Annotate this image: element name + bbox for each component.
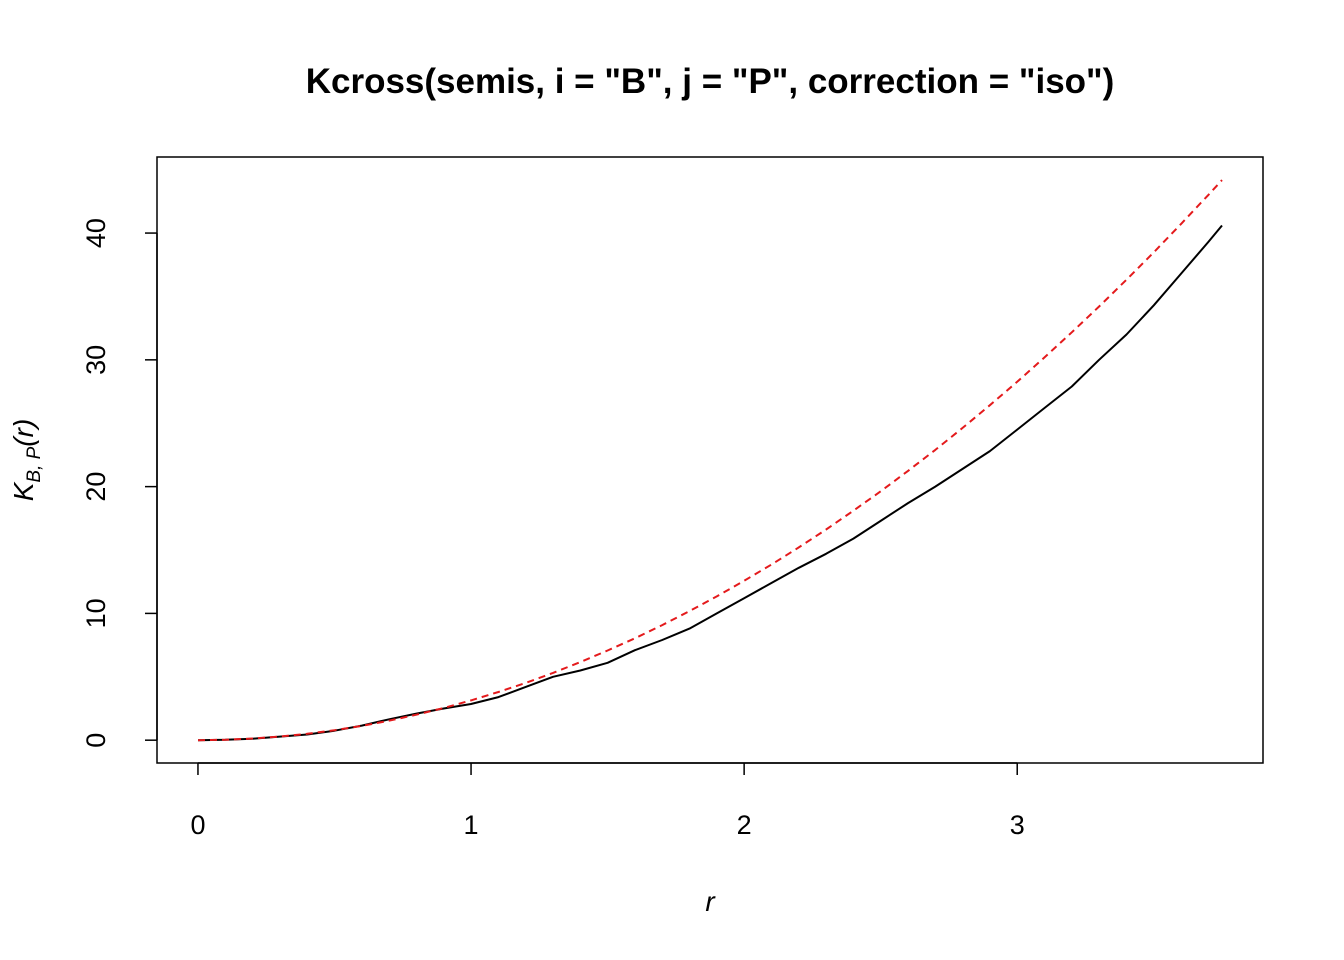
series-layer: [197, 179, 1223, 742]
y-tick-label: 20: [81, 472, 111, 502]
y-tick-label: 40: [81, 218, 111, 248]
y-axis-label-base: K: [8, 481, 39, 501]
series-2-line: [197, 179, 1223, 742]
x-axis: 0 1 2 3: [190, 762, 1025, 840]
y-axis-label-arg: (r): [8, 419, 39, 447]
y-tick-label: 0: [81, 733, 111, 748]
x-tick-label: 3: [1010, 810, 1025, 840]
x-tick-label: 1: [464, 810, 479, 840]
x-axis-label: r: [705, 886, 716, 917]
plot-frame: [156, 156, 1264, 764]
y-tick-label: 30: [81, 345, 111, 375]
series-1-line: [197, 224, 1223, 742]
y-axis: 0 10 20 30 40: [81, 218, 158, 748]
x-tick-label: 0: [190, 810, 205, 840]
y-tick-label: 10: [81, 598, 111, 628]
y-axis-label: KB, P(r): [8, 419, 45, 502]
x-tick-label: 2: [737, 810, 752, 840]
y-axis-label-subscript: B, P: [24, 446, 45, 482]
chart-title: Kcross(semis, i = "B", j = "P", correcti…: [306, 62, 1115, 101]
